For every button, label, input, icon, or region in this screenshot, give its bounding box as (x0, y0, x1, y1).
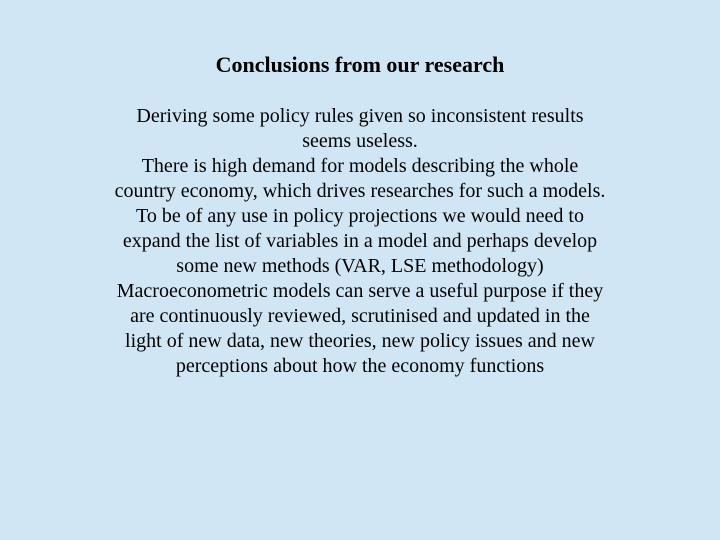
paragraph: To be of any use in policy projections w… (110, 204, 610, 279)
paragraph: There is high demand for models describi… (110, 154, 610, 204)
paragraph: Deriving some policy rules given so inco… (110, 104, 610, 154)
slide-container: Conclusions from our research Deriving s… (0, 0, 720, 540)
slide-title: Conclusions from our research (110, 52, 610, 78)
slide-body: Deriving some policy rules given so inco… (110, 104, 610, 379)
paragraph: Macroeconometric models can serve a usef… (110, 279, 610, 379)
